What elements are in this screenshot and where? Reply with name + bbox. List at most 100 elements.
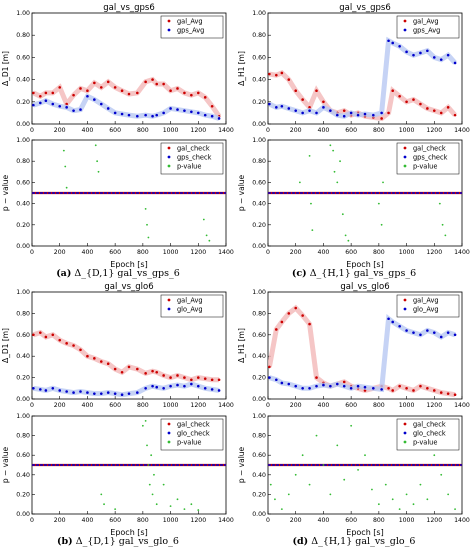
x-tick-label: 1200: [190, 402, 206, 409]
point-glo_Avg: [169, 384, 172, 388]
point-p-value: [380, 223, 383, 226]
point-gal_Avg: [280, 320, 284, 324]
chart-b-top: gal_vs_glo6 0 200 400 600 800 1000 1200 1400 0.00…: [1, 282, 234, 409]
point-gal_Avg: [151, 78, 154, 81]
point-gal_Avg: [155, 82, 159, 86]
x-tick-label: 600: [345, 517, 357, 524]
legend-marker: [167, 164, 171, 168]
point-p-value: [205, 234, 208, 237]
x-tick-label: 800: [137, 402, 149, 409]
chart-d-top: gal_vs_glo6 0 200 400 600 800 1000 1200 1400 0.00…: [237, 282, 470, 409]
point-gps_Avg: [356, 113, 360, 117]
plot-area: [268, 36, 457, 122]
point-p-value: [405, 493, 408, 496]
point-glo_Avg: [176, 383, 179, 387]
legend-label: glo_check: [413, 430, 446, 438]
point-glo_Avg: [44, 389, 48, 392]
point-gal_Avg: [51, 333, 55, 337]
legend-label: glo_Avg: [413, 306, 439, 314]
point-gal_Avg: [432, 389, 436, 392]
point-glo_Avg: [280, 381, 284, 385]
x-tick-label: 1400: [454, 402, 470, 409]
point-p-value: [155, 503, 158, 506]
point-gal_Avg: [144, 80, 147, 84]
x-tick-label: 600: [109, 517, 121, 524]
point-glo_Avg: [412, 331, 415, 334]
panel-a-bottom: 0 200 400 600 800 1000 1200 1400 0.00 0.20 0.40 0.6…: [0, 134, 236, 270]
point-glo_Avg: [387, 317, 390, 321]
point-gal_Avg: [120, 370, 124, 374]
point-gal_Avg: [39, 94, 42, 98]
point-p-value: [147, 464, 150, 466]
point-gal_Avg: [72, 344, 75, 347]
point-p-value: [426, 498, 429, 501]
x-tick-label: 400: [82, 517, 94, 524]
point-glo_Avg: [372, 387, 375, 390]
point-gps_Avg: [349, 111, 353, 115]
point-gal_Avg: [162, 82, 165, 86]
point-gps_Avg: [39, 101, 42, 105]
y-tick-label: 0.20: [16, 99, 30, 106]
point-gps_Avg: [72, 109, 75, 112]
point-glo_Avg: [335, 382, 339, 386]
y-axis-label: Δ_H1 [m]: [237, 328, 246, 363]
point-gal_Avg: [169, 376, 172, 379]
point-glo_Avg: [51, 387, 55, 390]
x-tick-label: 1200: [190, 517, 206, 524]
legend-marker: [403, 28, 407, 32]
point-gal_Avg: [136, 367, 139, 371]
point-gal_Avg: [203, 377, 207, 380]
point-gal_Avg: [32, 91, 35, 95]
point-glo_Avg: [356, 384, 360, 388]
point-gal_Avg: [93, 357, 96, 360]
point-p-value: [433, 454, 436, 457]
point-gal_Avg: [176, 374, 179, 377]
point-gal_Avg: [446, 392, 450, 395]
x-tick-label: 800: [137, 127, 149, 134]
x-tick-label: 200: [54, 402, 66, 409]
point-gal_Avg: [99, 86, 103, 89]
point-p-value: [150, 454, 153, 457]
series-band-glo_Avg: [268, 314, 456, 393]
x-tick-label: 600: [109, 402, 121, 409]
x-tick-label: 0: [30, 517, 34, 524]
legend-label: gal_Avg: [177, 18, 203, 26]
point-gps_Avg: [329, 109, 332, 112]
plot-area: [32, 420, 226, 511]
plot-area: [268, 424, 462, 510]
point-p-value: [151, 493, 154, 496]
point-gps_Avg: [32, 103, 35, 107]
point-gal_Avg: [151, 369, 154, 373]
point-glo_Avg: [136, 391, 139, 394]
point-gal_Avg: [398, 94, 401, 98]
y-tick-label: 0.00: [16, 396, 30, 403]
point-gal_Avg: [432, 109, 436, 112]
point-p-value: [147, 236, 150, 239]
x-tick-label: 1200: [426, 402, 442, 409]
point-gal_Avg: [308, 322, 311, 326]
point-p-value: [336, 444, 339, 447]
x-tick-label: 1200: [426, 127, 442, 134]
y-tick-label: 0.40: [16, 201, 30, 208]
point-gal_Avg: [287, 78, 291, 81]
point-glo_Avg: [99, 392, 103, 395]
point-gal_Avg: [190, 93, 193, 97]
y-tick-label: 0.20: [252, 99, 266, 106]
legend-marker: [403, 307, 407, 311]
point-glo_Avg: [210, 388, 214, 391]
point-p-value: [347, 239, 350, 242]
point-gps_Avg: [169, 107, 172, 110]
y-tick-label: 1.00: [16, 289, 30, 296]
point-gps_Avg: [113, 111, 117, 115]
point-gps_Avg: [322, 106, 325, 109]
point-p-value: [183, 508, 186, 510]
point-gps_Avg: [380, 111, 383, 115]
point-glo_Avg: [127, 392, 131, 395]
point-p-value: [336, 181, 339, 184]
point-p-value: [391, 498, 394, 501]
y-tick-label: 1.00: [252, 137, 266, 144]
y-tick-label: 0.40: [252, 472, 266, 479]
